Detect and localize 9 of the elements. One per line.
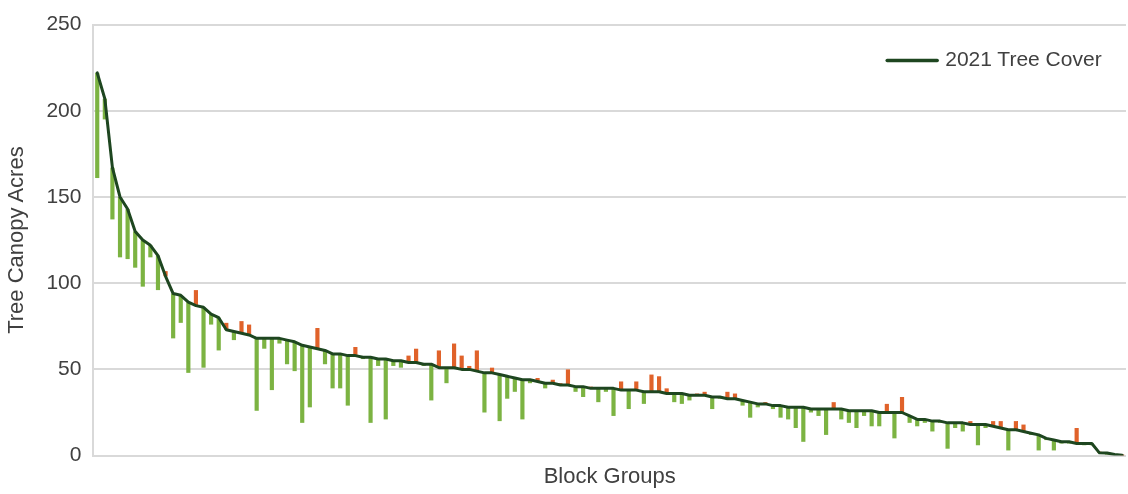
y-axis-title: Tree Canopy Acres xyxy=(3,146,29,334)
y-tick-label: 200 xyxy=(46,97,82,121)
legend-label: 2021 Tree Cover xyxy=(945,47,1102,71)
y-tick-label: 50 xyxy=(58,356,82,380)
y-tick-label: 0 xyxy=(69,442,82,466)
y-tick-label: 150 xyxy=(46,183,82,207)
x-axis-title: Block Groups xyxy=(543,462,676,488)
y-tick-label: 100 xyxy=(46,270,82,293)
y-tick-label: 250 xyxy=(46,11,82,35)
